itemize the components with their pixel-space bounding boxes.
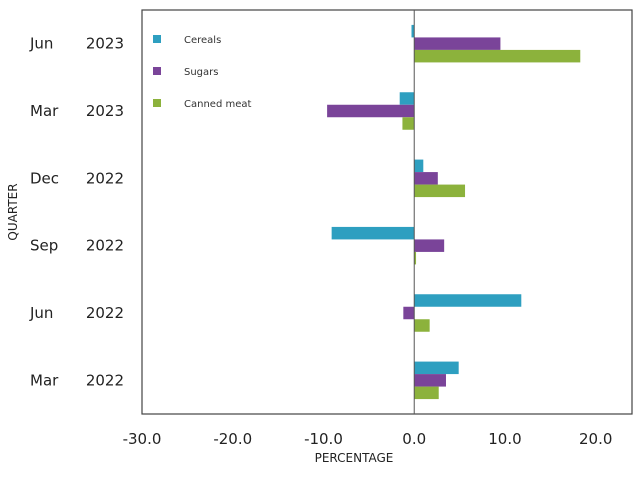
x-tick-label: 10.0: [488, 430, 521, 448]
bar-cereals-jun-2022: [414, 294, 522, 307]
bar-canned-meat-mar-2023: [402, 117, 415, 130]
bars-group: [327, 24, 581, 400]
y-tick-year: 2022: [86, 371, 124, 389]
bar-canned-meat-mar-2022: [414, 386, 439, 400]
y-tick-year: 2023: [86, 102, 124, 120]
bar-cereals-jun-2023: [411, 24, 415, 38]
bar-cereals-dec-2022: [414, 159, 424, 173]
y-tick-month: Mar: [30, 102, 59, 120]
bar-canned-meat-jun-2022: [414, 319, 430, 332]
legend-label: Sugars: [184, 67, 218, 78]
legend-swatch: [153, 67, 161, 75]
x-tick-label: -10.0: [304, 430, 343, 448]
bar-canned-meat-dec-2022: [414, 184, 466, 198]
y-tick-month: Mar: [30, 371, 59, 389]
y-tick-month: Jun: [29, 35, 53, 53]
bar-cereals-mar-2022: [414, 361, 459, 375]
y-tick-month: Jun: [29, 304, 53, 322]
legend-label: Cereals: [184, 35, 221, 46]
y-tick-year: 2022: [86, 304, 124, 322]
legend-swatch: [153, 35, 161, 43]
y-tick-month: Dec: [30, 169, 59, 187]
y-axis-label: QUARTER: [6, 183, 20, 240]
legend-label: Canned meat: [184, 99, 251, 110]
y-tick-year: 2022: [86, 169, 124, 187]
x-tick-label: -20.0: [213, 430, 252, 448]
legend-swatch: [153, 99, 161, 107]
bar-cereals-mar-2023: [399, 92, 415, 105]
y-tick-year: 2022: [86, 237, 124, 255]
y-tick-year: 2023: [86, 35, 124, 53]
bar-sugars-jun-2023: [414, 37, 501, 50]
x-axis-label: PERCENTAGE: [315, 451, 394, 465]
x-tick-label: 0.0: [402, 430, 426, 448]
plot-area: [141, 9, 633, 415]
bar-sugars-dec-2022: [414, 172, 438, 185]
bar-canned-meat-jun-2023: [414, 49, 581, 63]
x-tick-label: 20.0: [579, 430, 612, 448]
bar-sugars-mar-2022: [414, 374, 446, 387]
bar-sugars-sep-2022: [414, 239, 445, 252]
bar-sugars-jun-2022: [403, 306, 415, 320]
bar-cereals-sep-2022: [331, 226, 415, 240]
y-tick-month: Sep: [30, 237, 58, 255]
bar-canned-meat-sep-2022: [414, 251, 417, 265]
bar-sugars-mar-2023: [327, 104, 415, 118]
x-tick-label: -30.0: [123, 430, 162, 448]
y-tick-labels: Mar 2022 Jun 2022 Sep 2022 Dec 2022 Mar 2023 Jun 20…: [29, 35, 124, 390]
x-tick-labels: -30.0 -20.0 -10.0 0.0 10.0 20.0: [123, 430, 613, 448]
legend: Cereals Sugars Canned meat: [153, 35, 251, 110]
